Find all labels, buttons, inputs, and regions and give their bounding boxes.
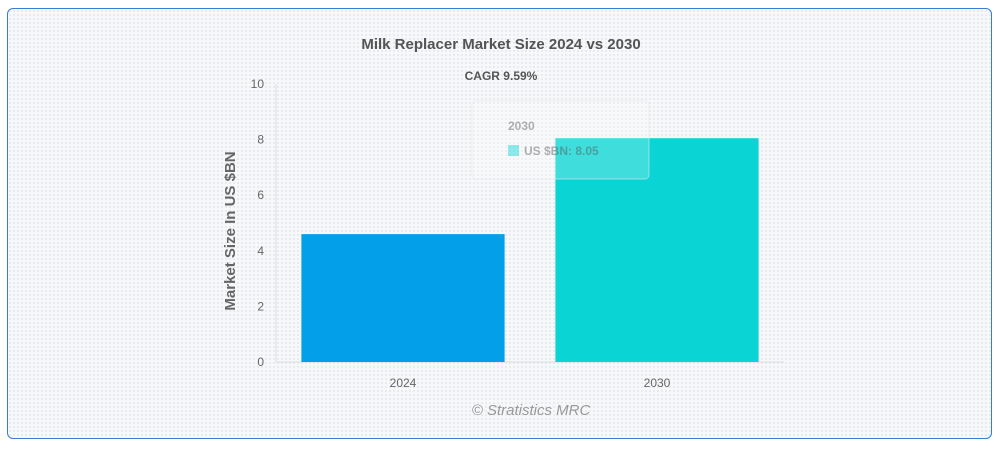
tooltip: 2030 US $BN: 8.05 <box>471 100 650 180</box>
tooltip-label: US $BN: 8.05 <box>524 144 599 158</box>
y-tick-label: 8 <box>257 133 264 147</box>
y-axis-label: Market Size In US $BN <box>222 151 239 310</box>
x-tick-label: 2024 <box>390 376 417 390</box>
tooltip-box <box>471 100 650 180</box>
chart-title: Milk Replacer Market Size 2024 vs 2030 <box>361 36 640 53</box>
bar-chart: Milk Replacer Market Size 2024 vs 2030 C… <box>222 36 784 419</box>
bars <box>301 138 759 362</box>
y-tick-label: 4 <box>257 244 264 258</box>
y-tick-label: 2 <box>257 299 264 313</box>
chart-card: Milk Replacer Market Size 2024 vs 2030 C… <box>7 8 992 439</box>
tooltip-swatch <box>508 145 519 156</box>
bar-2024[interactable] <box>301 234 505 362</box>
y-tick-label: 10 <box>251 77 265 91</box>
watermark: © Stratistics MRC <box>472 402 591 419</box>
y-tick-label: 6 <box>257 188 264 202</box>
x-axis-ticks: 2024 2030 <box>390 376 671 390</box>
x-tick-label: 2030 <box>644 376 671 390</box>
chart-subtitle: CAGR 9.59% <box>465 69 538 83</box>
bar-2030[interactable] <box>555 138 759 362</box>
tooltip-title: 2030 <box>508 119 535 133</box>
y-tick-label: 0 <box>257 355 264 369</box>
y-axis-ticks: 0 2 4 6 8 10 <box>251 77 265 369</box>
